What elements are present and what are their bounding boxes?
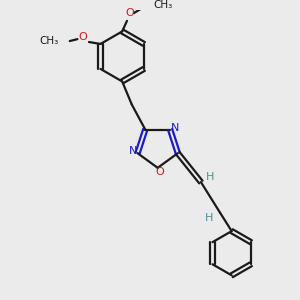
Text: O: O [79,32,88,42]
Text: H: H [206,172,215,182]
Text: N: N [171,123,179,133]
Text: H: H [204,213,213,223]
Text: O: O [155,167,164,177]
Text: O: O [125,8,134,18]
Text: N: N [129,146,137,156]
Text: CH₃: CH₃ [153,1,172,10]
Text: CH₃: CH₃ [39,36,58,46]
